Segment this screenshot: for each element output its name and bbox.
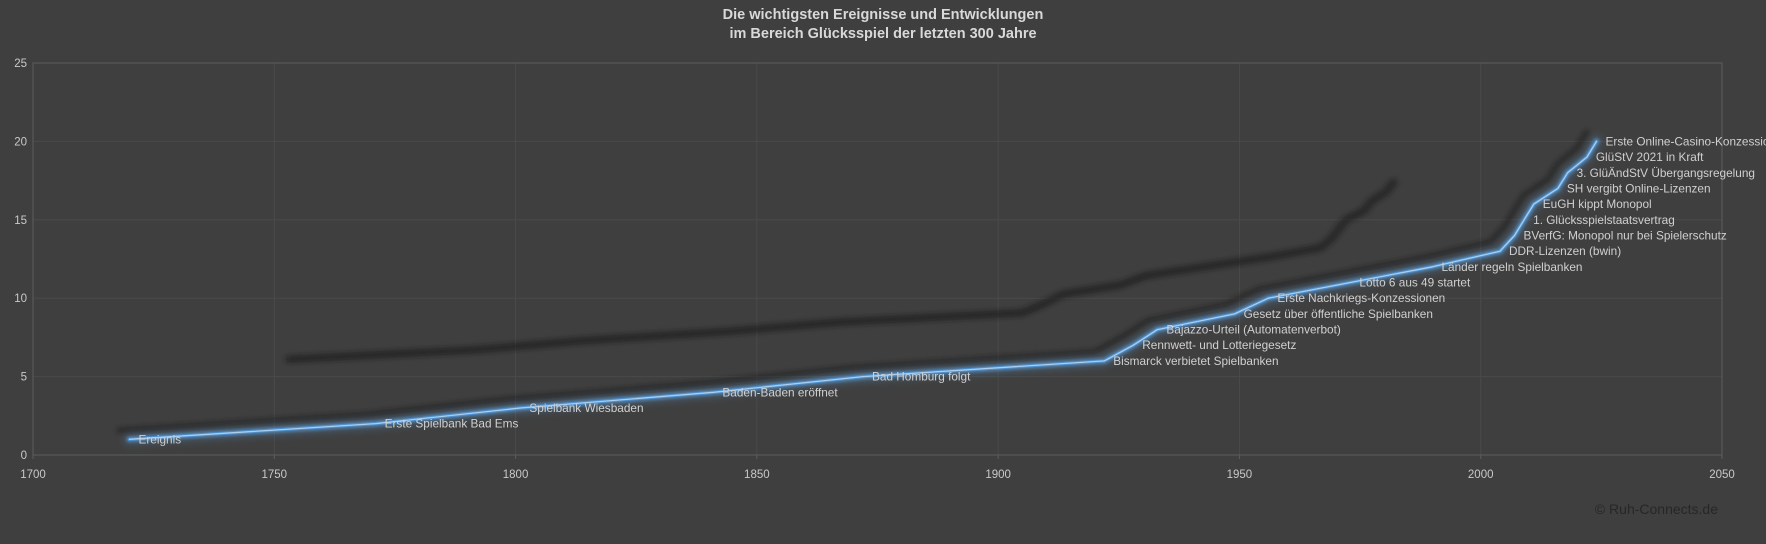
x-tick-label: 1900 [985,469,1011,481]
x-tick-label: 1700 [20,469,46,481]
event-point-label: Erste Nachkriegs-Konzessionen [1277,291,1445,305]
event-point-label: Bismarck verbietet Spielbanken [1113,354,1278,368]
y-tick-label: 20 [14,136,27,148]
x-tick-label: 1950 [1227,469,1253,481]
event-point-label: Rennwett- und Lotteriegesetz [1142,338,1296,352]
y-tick-label: 0 [21,450,27,462]
event-line-drop-shadow [116,129,1590,434]
y-tick-label: 15 [14,215,27,227]
event-point-label: Bad Homburg folgt [872,370,971,384]
event-line-core [128,140,1598,440]
event-point-label: Länder regeln Spielbanken [1441,260,1582,274]
x-tick-label: 1750 [261,469,287,481]
event-point-label: Erste Online-Casino-Konzessionen [1606,134,1766,148]
x-tick-label: 1800 [503,469,529,481]
y-tick-label: 25 [14,58,27,70]
event-point-label: Gesetz über öffentliche Spielbanken [1244,307,1433,321]
x-tick-label: 2050 [1709,469,1735,481]
x-tick-label: 1850 [744,469,770,481]
event-point-label: 3. GlüÄndStV Übergangsregelung [1577,166,1755,180]
event-point-label: Ereignis [139,432,182,446]
event-point-label: Lotto 6 aus 49 startet [1359,276,1471,290]
event-point-label: BVerfG: Monopol nur bei Spielerschutz [1523,228,1726,242]
event-point-label: DDR-Lizenzen (bwin) [1509,244,1621,258]
event-point-label: Bajazzo-Urteil (Automatenverbot) [1166,323,1340,337]
copyright-text: © Ruh-Connects.de [1594,501,1718,517]
event-line-perspective-shadow [289,182,1393,359]
event-point-label: EuGH kippt Monopol [1543,197,1652,211]
event-point-label: Spielbank Wiesbaden [529,401,643,415]
event-point-label: SH vergibt Online-Lizenzen [1567,181,1711,195]
event-point-label: GlüStV 2021 in Kraft [1596,150,1704,164]
y-tick-label: 10 [14,293,27,305]
chart-title-line1: Die wichtigsten Ereignisse und Entwicklu… [722,7,1044,23]
chart-title-line2: im Bereich Glücksspiel der letzten 300 J… [729,26,1037,42]
y-tick-label: 5 [21,372,27,384]
chart-title: Die wichtigsten Ereignisse und Entwicklu… [0,6,1766,44]
event-point-label: Baden-Baden eröffnet [722,385,838,399]
event-point-label: Erste Spielbank Bad Ems [385,417,519,431]
plot-border [32,62,1723,456]
event-point-label: 1. Glücksspielstaatsvertrag [1533,213,1675,227]
x-tick-label: 2000 [1468,469,1494,481]
